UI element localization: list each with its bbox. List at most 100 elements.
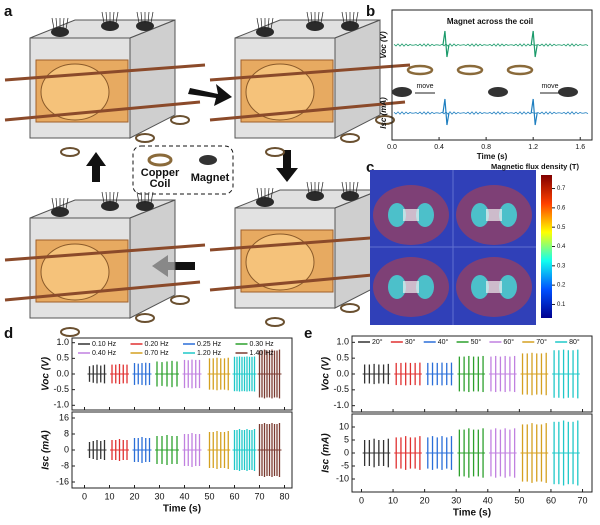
x-axis-label: Time (s) [453,508,491,519]
wire [267,17,270,30]
y-tick-label: 5 [344,434,349,444]
device [4,11,206,157]
legend-label: 80° [569,338,580,346]
move-label: move [416,83,433,90]
magnet [306,191,324,201]
y-tick-label: 0.0 [336,368,349,378]
flux-core [471,203,489,227]
y-tick-label: -1.0 [53,400,69,410]
colorbar-tick-label: 0.7 [557,186,566,192]
shaft [4,280,201,302]
y-tick-label: -16 [56,476,69,486]
magnet-section [486,281,502,293]
legend-label: 70° [536,338,547,346]
wire [345,11,348,24]
wire [136,191,140,204]
magnet [136,21,154,31]
box-side [334,19,381,139]
flux-core [388,275,406,299]
device [209,181,411,327]
y-tick-label: 10 [339,421,349,431]
colorbar-tick-label: 0.2 [557,283,566,289]
magnet [392,87,412,97]
drum [245,233,315,291]
legend-label: 1.20 Hz [197,350,222,357]
magnet [306,21,324,31]
colorbar [541,175,552,318]
coil [340,133,360,143]
flux-core [471,275,489,299]
spike [530,98,538,126]
flux-core [499,275,517,299]
y-axis-label: Voc (V) [379,31,388,59]
annotation: Magnet across the coil [447,17,533,26]
y-tick-label: 0.5 [336,353,349,363]
device [209,11,411,157]
legend-label: 0.10 Hz [92,341,117,348]
colorbar-title: Magnetic flux density (T) [491,162,579,171]
y-tick-label: -5 [341,460,349,470]
coil [135,133,155,143]
wire [51,197,55,210]
magnet [136,201,154,211]
spike [530,30,538,58]
x-tick-label: 50 [204,491,214,501]
arrow [188,84,232,106]
wire [101,11,105,24]
noise-trace [393,111,589,115]
y-axis-label: Voc (V) [321,356,332,391]
wire [150,191,154,204]
wire [115,191,119,204]
wire [101,191,105,204]
legend-label: 30° [405,338,416,346]
spike [442,98,450,126]
coil [265,147,285,157]
device [4,191,206,337]
x-tick-label: 30 [451,495,461,505]
colorbar-tick-label: 0.4 [557,244,566,250]
flux-core [416,275,434,299]
box-side [129,199,176,319]
x-tick-label: 10 [388,495,398,505]
legend-label: 0.30 Hz [250,341,275,348]
legend-label: 20° [372,338,383,346]
coil-icon [147,153,173,167]
box-side [129,19,176,139]
flux-core [416,203,434,227]
y-tick-label: 0 [64,444,69,454]
shaft [209,100,406,122]
magnet [51,27,69,37]
magnet [51,207,69,217]
wire [147,191,150,204]
flux-core [388,203,406,227]
x-tick-label: 70 [578,495,588,505]
y-tick-label: -8 [61,460,69,470]
wire [352,181,355,194]
panel-label: b [366,3,375,20]
legend-label: 0.70 Hz [145,350,170,357]
x-tick-label: 70 [254,491,264,501]
wire [140,191,143,204]
legend-label: 0.25 Hz [197,341,222,348]
wire [270,17,274,30]
wire [55,17,58,30]
shaft [4,243,206,262]
spike [442,30,450,58]
x-axis-label: Time (s) [477,152,508,161]
wire [310,181,313,194]
wire [150,11,154,24]
legend-label: 0.20 Hz [145,341,170,348]
wire [320,11,324,24]
y-axis-label: Isc (mA) [379,97,388,129]
wire [317,181,320,194]
coil [60,327,80,337]
wire [65,197,69,210]
magnet [488,87,508,97]
wire [136,11,140,24]
wire [140,11,143,24]
x-tick-label: 40 [179,491,189,501]
panel-label: a [4,3,13,20]
legend-label: 1.40 Hz [250,350,275,357]
wire [256,17,260,30]
coil [406,64,434,76]
